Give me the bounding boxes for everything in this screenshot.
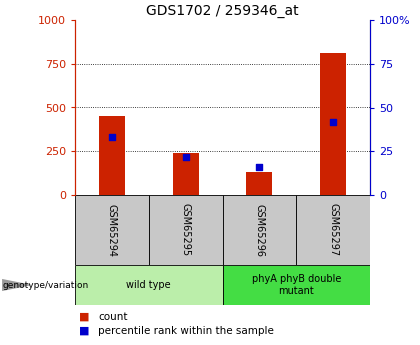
Text: GSM65295: GSM65295 <box>181 204 191 257</box>
Text: GSM65296: GSM65296 <box>255 204 264 256</box>
Point <box>182 154 189 159</box>
Point <box>108 135 115 140</box>
Bar <box>149 195 223 265</box>
Bar <box>75 265 223 305</box>
Polygon shape <box>2 279 32 291</box>
Bar <box>296 195 370 265</box>
Bar <box>99 116 125 195</box>
Text: phyA phyB double
mutant: phyA phyB double mutant <box>252 274 341 296</box>
Text: count: count <box>98 312 128 322</box>
Bar <box>223 195 296 265</box>
Bar <box>247 172 272 195</box>
Text: GSM65297: GSM65297 <box>328 204 338 257</box>
Bar <box>173 153 199 195</box>
Text: GSM65294: GSM65294 <box>107 204 117 256</box>
Bar <box>223 265 370 305</box>
Bar <box>320 53 346 195</box>
Text: ■: ■ <box>79 312 90 322</box>
Text: percentile rank within the sample: percentile rank within the sample <box>98 326 274 336</box>
Bar <box>75 195 149 265</box>
Text: genotype/variation: genotype/variation <box>2 280 88 289</box>
Text: ■: ■ <box>79 326 90 336</box>
Text: wild type: wild type <box>126 280 171 290</box>
Point <box>256 164 263 170</box>
Point <box>330 119 336 124</box>
Title: GDS1702 / 259346_at: GDS1702 / 259346_at <box>146 3 299 18</box>
